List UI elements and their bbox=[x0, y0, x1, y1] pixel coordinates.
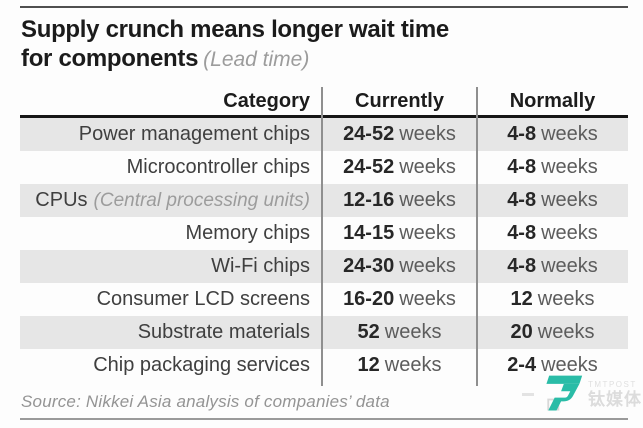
table-row: Consumer LCD screens 16-20 weeks 12 weeks bbox=[20, 283, 628, 316]
category-cell: Power management chips bbox=[78, 123, 310, 145]
normally-cell: 4-8 weeks bbox=[507, 222, 598, 244]
currently-cell: 24-52 weeks bbox=[343, 123, 456, 145]
category-cell: Substrate materials bbox=[137, 321, 310, 343]
logo-dash bbox=[522, 392, 534, 396]
category-cell: CPUs (Central processing units) bbox=[35, 189, 310, 211]
page-title: Supply crunch means longer wait time for… bbox=[21, 15, 621, 74]
currently-cell: 14-15 weeks bbox=[343, 222, 456, 244]
source-note: Source: Nikkei Asia analysis of companie… bbox=[21, 392, 390, 411]
table-row: CPUs (Central processing units) 12-16 week… bbox=[20, 184, 628, 217]
logo-watermark: TMTPOST 钛媒体 bbox=[588, 379, 642, 409]
table-row: Power management chips 24-52 weeks 4-8 wee… bbox=[20, 118, 628, 151]
category-cell: Wi-Fi chips bbox=[211, 255, 310, 277]
normally-cell: 12 weeks bbox=[510, 288, 595, 310]
top-rule bbox=[20, 6, 628, 8]
tmtpost-logo-icon bbox=[546, 375, 583, 411]
category-cell: Chip packaging services bbox=[93, 354, 310, 376]
currently-cell: 12 weeks bbox=[357, 354, 442, 376]
watermark-text-small: TMTPOST bbox=[588, 379, 637, 389]
currently-cell: 52 weeks bbox=[357, 321, 442, 343]
header-normally: Normally bbox=[509, 89, 596, 112]
category-cell: Microcontroller chips bbox=[126, 156, 310, 178]
table-row: Microcontroller chips 24-52 weeks 4-8 week… bbox=[20, 151, 628, 184]
table-row: Memory chips 14-15 weeks 4-8 weeks bbox=[20, 217, 628, 250]
title-line2: for components bbox=[21, 45, 199, 72]
normally-cell: 4-8 weeks bbox=[507, 255, 598, 277]
watermark-text-large: 钛媒体 bbox=[588, 389, 642, 409]
column-divider-1 bbox=[321, 87, 323, 386]
title-line1: Supply crunch means longer wait time bbox=[21, 16, 449, 43]
table-header-row: Category Currently Normally bbox=[20, 87, 628, 115]
header-category: Category bbox=[223, 89, 310, 112]
header-currently: Currently bbox=[355, 89, 444, 112]
normally-cell: 20 weeks bbox=[510, 321, 595, 343]
normally-cell: 2-4 weeks bbox=[507, 354, 598, 376]
currently-cell: 16-20 weeks bbox=[343, 288, 456, 310]
header-divider bbox=[20, 115, 628, 118]
column-divider-2 bbox=[476, 87, 478, 386]
category-cell: Memory chips bbox=[185, 222, 310, 244]
lead-time-table: Category Currently Normally Power manage… bbox=[20, 87, 628, 386]
table-row: Chip packaging services 12 weeks 2-4 weeks bbox=[20, 349, 628, 382]
category-cell: Consumer LCD screens bbox=[96, 288, 310, 310]
tmtpost-logo: TMTPOST 钛媒体 bbox=[522, 371, 642, 417]
table-row: Substrate materials 52 weeks 20 weeks bbox=[20, 316, 628, 349]
title-subtitle: (Lead time) bbox=[203, 48, 310, 71]
bottom-rule bbox=[20, 418, 628, 420]
currently-cell: 12-16 weeks bbox=[343, 189, 456, 211]
normally-cell: 4-8 weeks bbox=[507, 123, 598, 145]
normally-cell: 4-8 weeks bbox=[507, 156, 598, 178]
currently-cell: 24-30 weeks bbox=[343, 255, 456, 277]
currently-cell: 24-52 weeks bbox=[343, 156, 456, 178]
normally-cell: 4-8 weeks bbox=[507, 189, 598, 211]
table-row: Wi-Fi chips 24-30 weeks 4-8 weeks bbox=[20, 250, 628, 283]
